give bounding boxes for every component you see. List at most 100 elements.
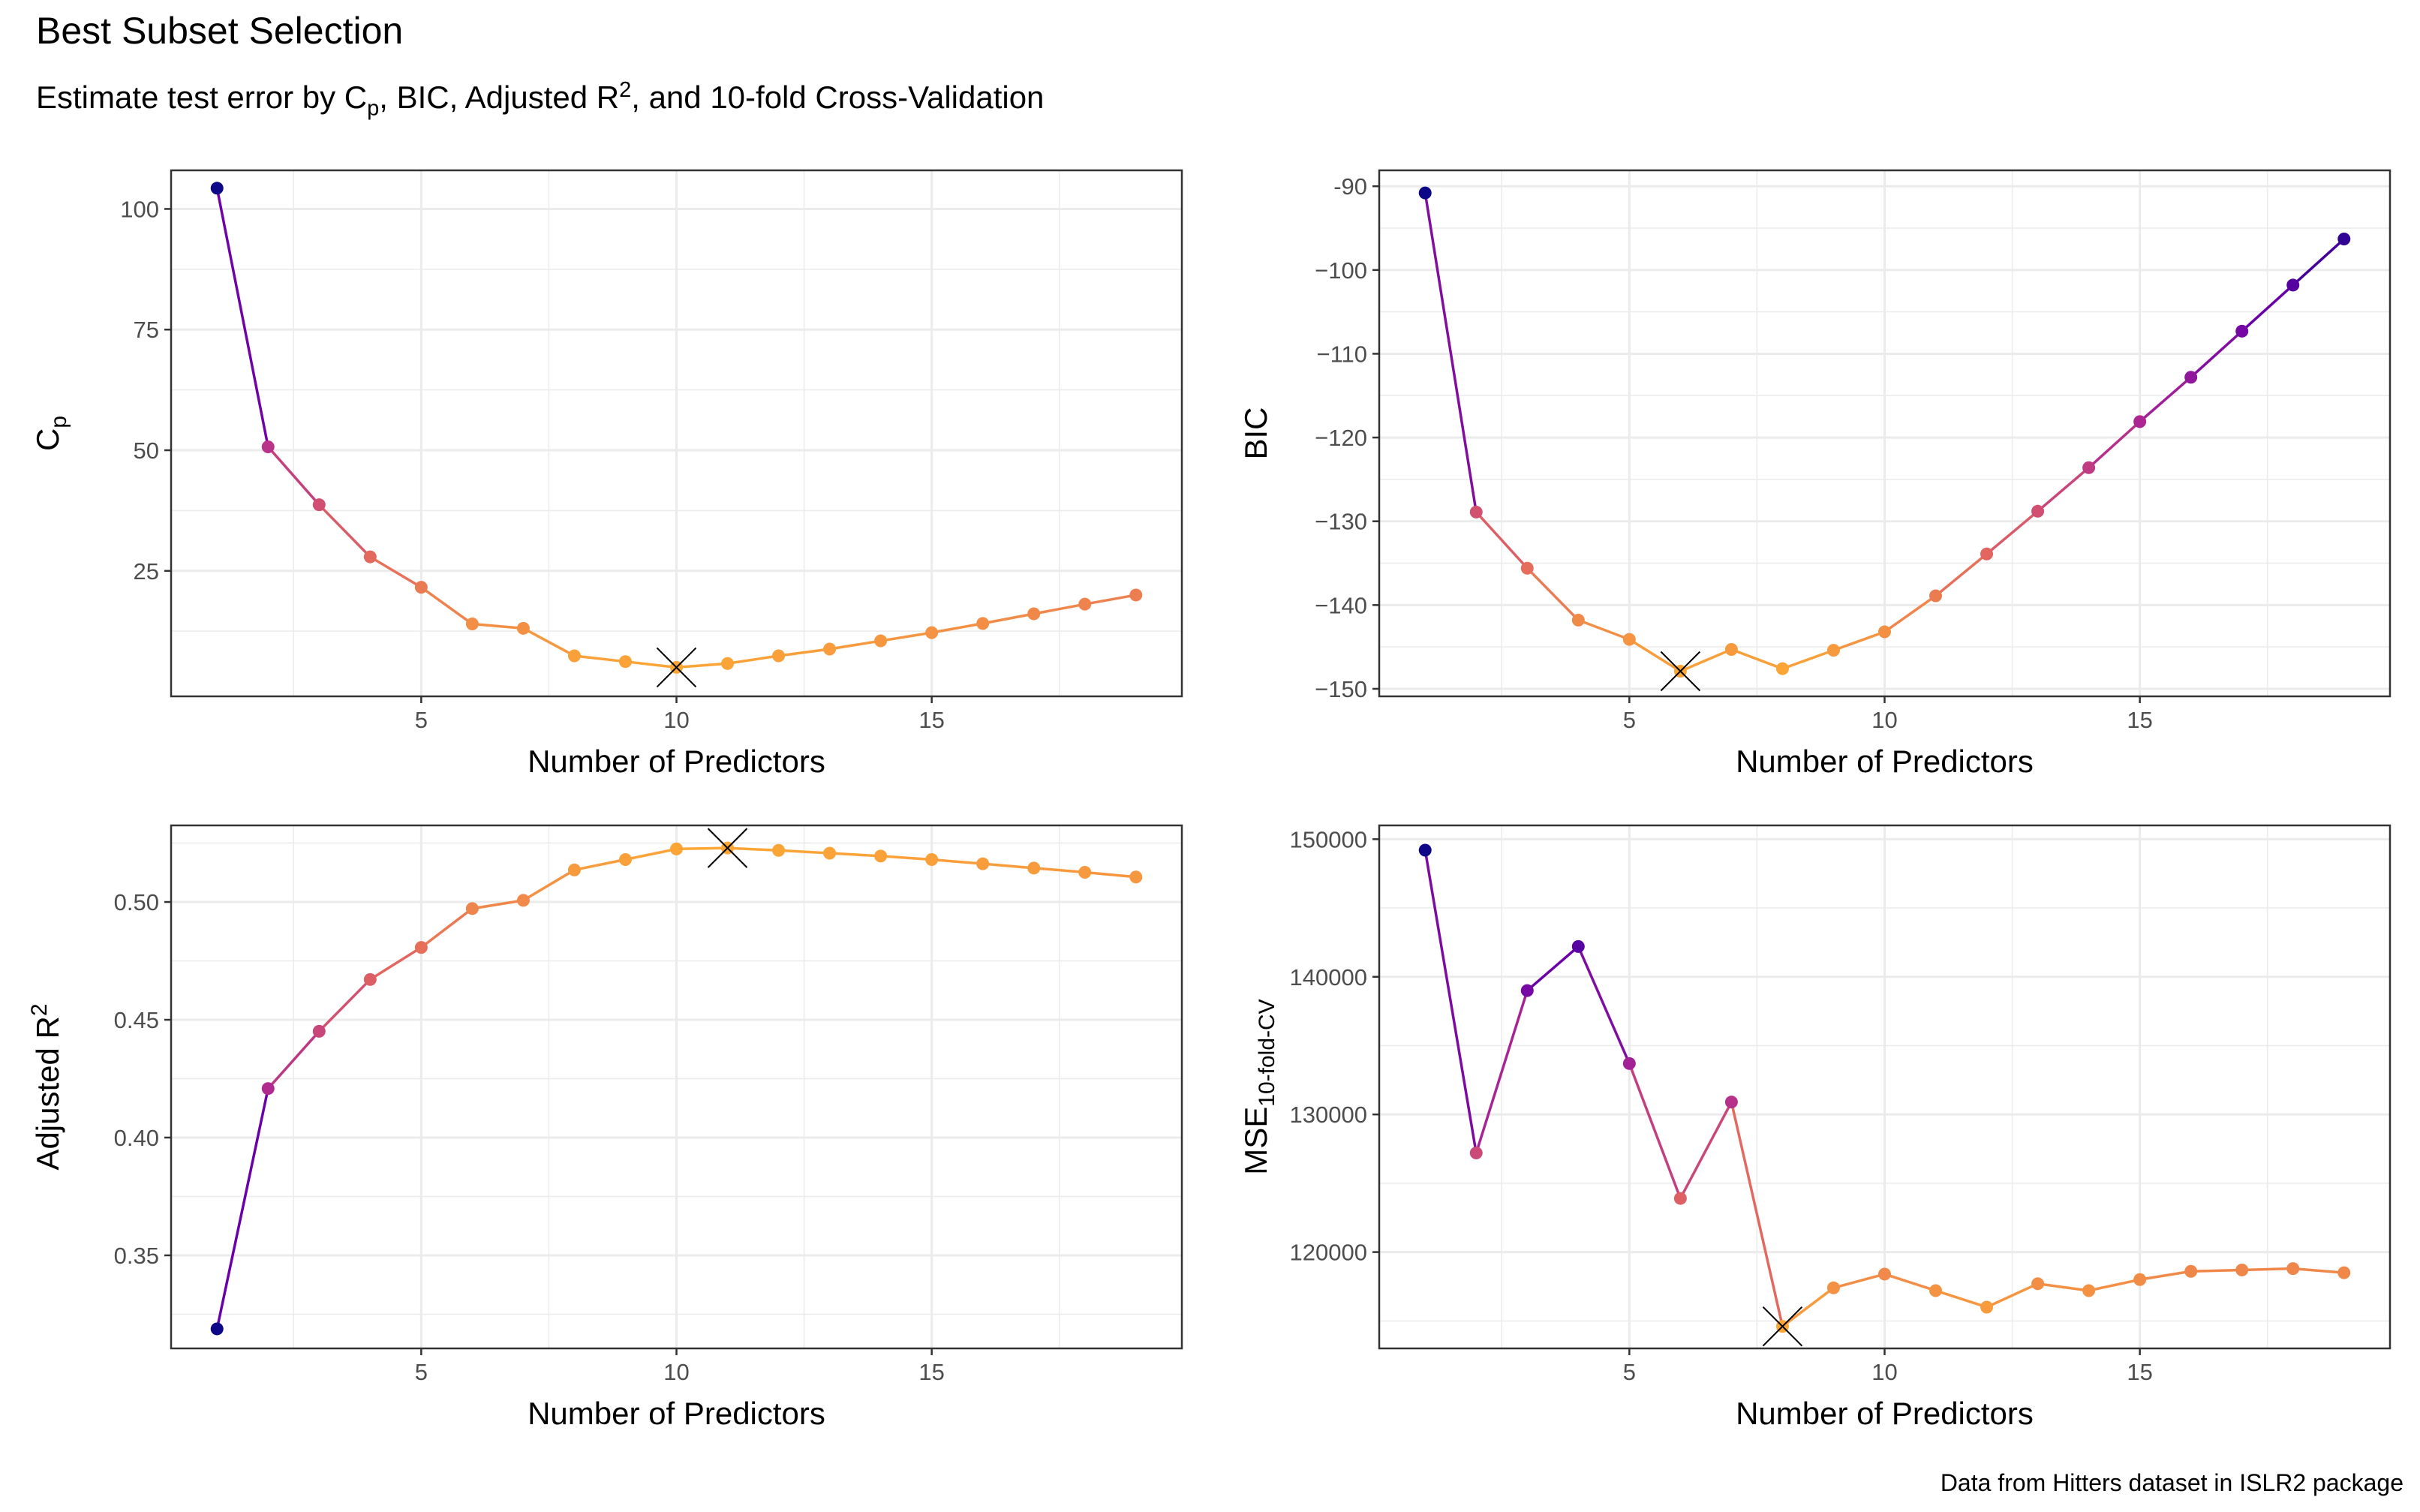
series-line-segment bbox=[2087, 420, 2142, 470]
series-line-segment bbox=[522, 868, 576, 902]
series-line-segment bbox=[981, 612, 1036, 625]
y-tick-label: −140 bbox=[1315, 592, 1367, 618]
y-tick-label: −120 bbox=[1315, 425, 1367, 451]
data-point bbox=[2337, 1266, 2351, 1279]
data-point bbox=[1622, 1057, 1636, 1070]
x-tick-label: 10 bbox=[1871, 707, 1897, 733]
data-point bbox=[261, 440, 275, 454]
y-tick-label: 140000 bbox=[1290, 964, 1367, 990]
data-point bbox=[312, 1024, 326, 1038]
best-marker-stroke bbox=[707, 828, 748, 868]
data-point bbox=[772, 843, 786, 857]
series-line-segment bbox=[1628, 1062, 1682, 1200]
data-point bbox=[2082, 461, 2096, 474]
data-point bbox=[2235, 1263, 2249, 1276]
series-line-segment bbox=[879, 631, 933, 642]
data-point bbox=[976, 617, 990, 630]
series-line-segment bbox=[266, 445, 321, 507]
y-tick-label: 75 bbox=[134, 317, 159, 343]
series-line-segment bbox=[726, 846, 780, 852]
subtitle-part-1: Estimate test error by C bbox=[36, 80, 368, 115]
y-axis-title-text: Adjusted R bbox=[30, 1016, 65, 1170]
y-axis-title-subscript: p bbox=[47, 416, 71, 428]
x-tick-label: 10 bbox=[663, 707, 689, 733]
y-tick-label: 100 bbox=[120, 196, 159, 222]
series-line-segment bbox=[1083, 594, 1138, 606]
data-point bbox=[1724, 1096, 1738, 1109]
series-line-segment bbox=[2138, 1270, 2193, 1282]
series-line-segment bbox=[1475, 989, 1529, 1155]
series-line-segment bbox=[675, 662, 729, 669]
data-point bbox=[2133, 415, 2147, 428]
x-tick-label: 5 bbox=[415, 707, 428, 733]
series-line-segment bbox=[215, 187, 270, 449]
series-line-segment bbox=[1883, 1273, 1938, 1292]
series-line-segment bbox=[2291, 237, 2346, 287]
panel-adjr2: 5 10 15 0.35 0.40 0.45 0.50 Number of Predictor… bbox=[27, 824, 1183, 1431]
data-point bbox=[2286, 278, 2300, 292]
data-point bbox=[465, 902, 479, 915]
data-point bbox=[925, 626, 939, 639]
data-point bbox=[1078, 865, 1092, 879]
data-point bbox=[874, 634, 888, 648]
page-subtitle: Estimate test error by Cp, BIC, Adjusted… bbox=[36, 78, 1044, 121]
data-point bbox=[1469, 1147, 1483, 1160]
data-point bbox=[312, 498, 326, 512]
data-point bbox=[1027, 861, 1041, 875]
series-line-segment bbox=[2240, 284, 2295, 333]
data-point bbox=[1469, 505, 1483, 519]
y-tick-label: −100 bbox=[1315, 257, 1367, 284]
data-point bbox=[1129, 588, 1143, 602]
x-tick-label: 10 bbox=[663, 1359, 689, 1385]
series-line-segment bbox=[419, 585, 474, 626]
series-line-segment bbox=[1423, 849, 1478, 1155]
y-tick-label: -90 bbox=[1333, 173, 1367, 200]
data-point bbox=[1418, 186, 1432, 200]
data-point bbox=[1878, 625, 1891, 639]
series-line-segment bbox=[930, 858, 985, 865]
y-axis-title: Adjusted R2 bbox=[27, 1003, 65, 1170]
series-line-segment bbox=[2036, 1282, 2091, 1292]
data-point bbox=[925, 853, 939, 867]
data-point bbox=[2031, 504, 2045, 518]
best-marker-stroke bbox=[1660, 651, 1701, 692]
series-line-segment bbox=[573, 654, 627, 663]
series-line-segment bbox=[1083, 870, 1138, 879]
data-point bbox=[2133, 1273, 2147, 1286]
data-point bbox=[1775, 662, 1789, 675]
y-tick-label: 0.35 bbox=[114, 1243, 159, 1269]
data-point bbox=[1980, 1300, 1994, 1314]
data-point bbox=[516, 894, 530, 907]
series-line-segment bbox=[1985, 1282, 2040, 1309]
series-line-segment bbox=[726, 654, 780, 666]
series-line-segment bbox=[368, 945, 423, 981]
series-line-segment bbox=[981, 862, 1036, 870]
series-line-segment bbox=[2189, 1268, 2244, 1273]
data-point bbox=[1027, 607, 1041, 621]
data-point bbox=[1078, 597, 1092, 611]
data-point bbox=[210, 182, 224, 195]
data-point bbox=[874, 849, 888, 863]
data-point bbox=[1571, 613, 1585, 627]
panel-cp: 5 10 15 25 50 75 100 Number of Predictors Cp bbox=[30, 169, 1183, 779]
series-line-segment bbox=[1475, 510, 1529, 570]
data-point bbox=[414, 941, 428, 954]
subtitle-part-2: , BIC, Adjusted R bbox=[379, 80, 620, 115]
series-line-segment bbox=[2087, 1278, 2142, 1292]
x-axis-title: Number of Predictors bbox=[1736, 1396, 2034, 1431]
data-point bbox=[567, 649, 581, 663]
series-line-segment bbox=[266, 1030, 321, 1090]
subtitle-superscript: 2 bbox=[619, 78, 632, 102]
panel-mse: 5 10 15 120000 130000 140000 150000 Number of P… bbox=[1238, 824, 2391, 1431]
series-line-segment bbox=[1032, 867, 1087, 874]
series-line-segment bbox=[215, 1087, 270, 1330]
series-line-segment bbox=[1577, 618, 1631, 641]
series-line-segment bbox=[2240, 1267, 2295, 1272]
subtitle-part-3: , and 10-fold Cross-Validation bbox=[631, 80, 1045, 115]
data-point bbox=[567, 863, 581, 876]
data-point bbox=[823, 642, 837, 656]
data-point bbox=[1929, 589, 1943, 603]
data-point bbox=[1129, 870, 1143, 884]
series-line-segment bbox=[828, 639, 882, 651]
